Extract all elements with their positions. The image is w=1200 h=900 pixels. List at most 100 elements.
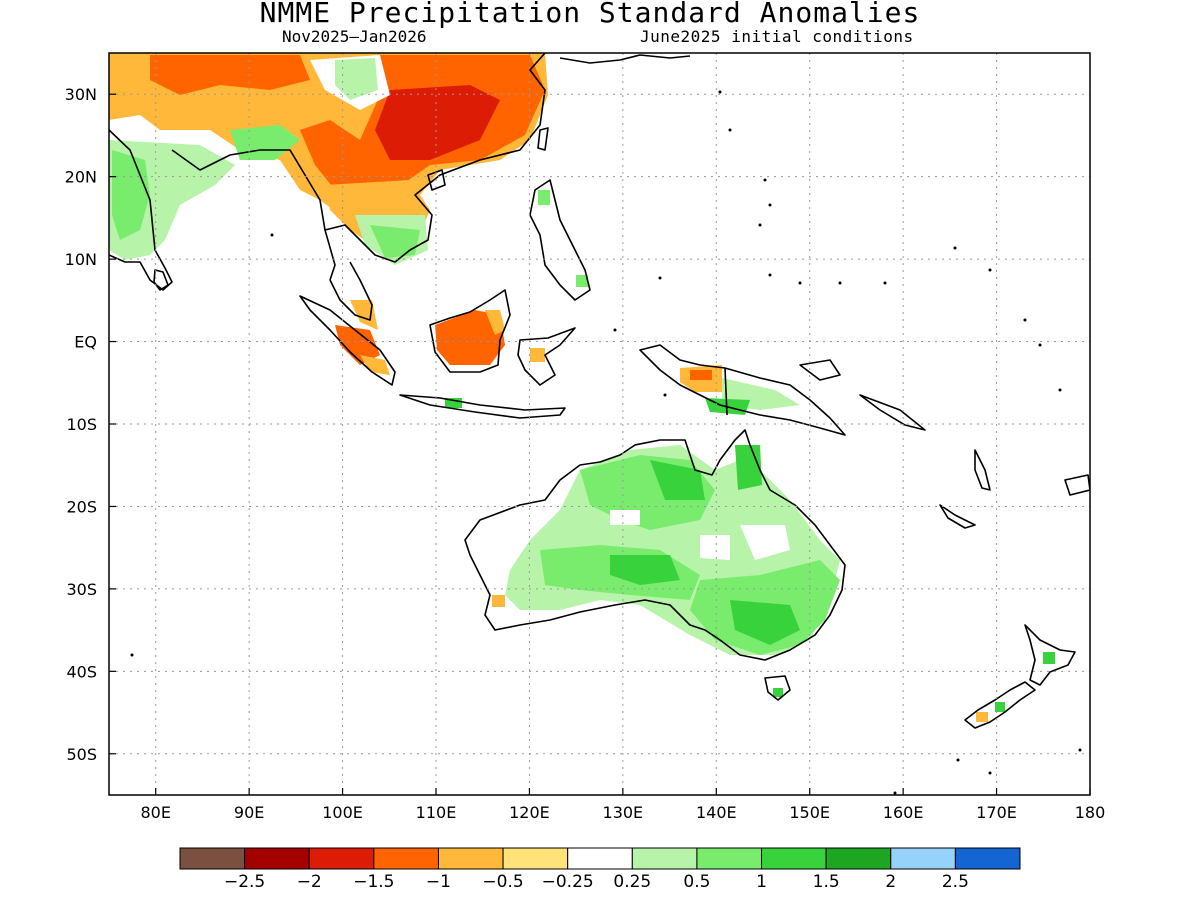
- anomaly-region-indochina-green2: [370, 225, 420, 258]
- lat-tick-label: 10N: [65, 250, 97, 269]
- anomaly-region-australia-white3: [610, 510, 640, 525]
- anomaly-region-philippines-green: [538, 190, 550, 205]
- island-dot: [798, 281, 802, 285]
- anomaly-region-borneo-light: [485, 310, 505, 335]
- lon-tick-label: 180: [1075, 803, 1106, 822]
- anomaly-region-australia-mid-green2: [730, 600, 800, 645]
- colorbar-swatch: [502, 847, 569, 870]
- small-islands: [130, 90, 1082, 795]
- map-grid: [109, 53, 1090, 795]
- anomaly-region-queensland-green: [735, 445, 762, 490]
- coastline-png-border: [724, 367, 728, 416]
- island-dot: [893, 791, 897, 795]
- initial-conditions: June2025 initial conditions: [640, 27, 914, 46]
- island-dot: [988, 268, 992, 272]
- anomaly-region-sulawesi-light: [530, 348, 545, 362]
- lon-tick-label: 80E: [140, 803, 170, 822]
- colorbar-label: 1: [756, 872, 767, 892]
- lon-tick-label: 100E: [322, 803, 363, 822]
- colorbar-label: 2.5: [942, 872, 969, 892]
- anomaly-region-tibet-orange: [150, 55, 310, 95]
- colorbar-swatch: [761, 847, 827, 870]
- coastline-new-guinea: [639, 344, 846, 436]
- lat-tick-label: 20N: [65, 168, 97, 187]
- coastline-tasmania: [764, 675, 791, 701]
- colorbar-swatch: [567, 847, 633, 870]
- lat-tick-label: 30N: [65, 85, 97, 104]
- lon-tick-label: 150E: [789, 803, 830, 822]
- coastline-sumatra: [299, 295, 396, 386]
- colorbar-label: −1: [426, 872, 451, 892]
- anomaly-region-australia-mid-green: [610, 555, 680, 585]
- anomaly-region-sw-australia-orange: [492, 595, 505, 607]
- island-dot: [768, 273, 772, 277]
- island-dot: [270, 233, 274, 237]
- island-dot: [953, 246, 957, 250]
- coastline-india: [109, 129, 173, 291]
- coastline-indochina: [324, 53, 546, 263]
- anomaly-region-tasmania-green: [773, 688, 783, 697]
- map-title: NMME Precipitation Standard Anomalies: [259, 0, 921, 29]
- anomaly-region-nz-orange: [976, 712, 988, 722]
- anomaly-region-sumatra-orange: [335, 325, 380, 365]
- colorbar-label: −0.25: [542, 872, 594, 892]
- colorbar-label: 2: [885, 872, 896, 892]
- colorbar-label: −0.5: [482, 872, 523, 892]
- coastline-srilanka: [153, 269, 169, 291]
- colorbar-label: 1.5: [813, 872, 840, 892]
- coastline-philippines: [529, 179, 591, 301]
- anomaly-region-australia-green4: [650, 460, 705, 500]
- map-axes: 80E 90E 100E 110E 120E 130E 140E 150E 160E 170E 18…: [65, 85, 1106, 822]
- anomaly-shading: [109, 53, 1055, 722]
- anomaly-region-australia-white: [700, 535, 730, 560]
- island-dot: [763, 178, 767, 182]
- lon-tick-label: 130E: [603, 803, 644, 822]
- coastline-nz-south: [964, 681, 1036, 729]
- island-dot: [768, 203, 772, 207]
- lat-tick-label: 10S: [66, 415, 97, 434]
- colorbar-label: −2.5: [224, 872, 265, 892]
- coastline-australia: [464, 429, 846, 661]
- anomaly-region-philippines-green2: [576, 275, 588, 287]
- coastline-hainan: [427, 169, 446, 191]
- lon-tick-label: 160E: [883, 803, 924, 822]
- colorbar-label: 0.5: [683, 872, 710, 892]
- colorbar-swatch: [373, 847, 439, 870]
- colorbar-swatch: [696, 847, 763, 870]
- lat-tick-label: 50S: [66, 745, 97, 764]
- lat-tick-label: 40S: [66, 662, 97, 681]
- lon-tick-label: 120E: [509, 803, 550, 822]
- anomaly-region-china-red: [375, 85, 500, 160]
- anomaly-region-borneo-orange: [435, 310, 505, 365]
- lon-tick-label: 90E: [234, 803, 264, 822]
- island-dot: [758, 223, 762, 227]
- anomaly-region-ne-india-green: [230, 125, 300, 160]
- coastline-korea-japan: [559, 54, 691, 64]
- colorbar-legend: −2.5 −2 −1.5 −1 −0.5 −0.25 0.25 0.5 1 1.5 2 2.5: [179, 847, 1021, 892]
- island-dot: [1023, 318, 1027, 322]
- coastline-fiji: [1064, 474, 1090, 496]
- colorbar-label: −2: [297, 872, 322, 892]
- colorbar-label: 0.25: [613, 872, 651, 892]
- island-dot: [613, 328, 617, 332]
- coastline-borneo: [429, 289, 511, 373]
- lat-tick-label: 20S: [66, 497, 97, 516]
- coastline-sulawesi: [517, 327, 576, 386]
- lat-tick-label: 30S: [66, 580, 97, 599]
- coastline-solomon: [859, 394, 926, 431]
- colorbar-swatch: [308, 847, 375, 870]
- lat-tick-label: EQ: [74, 333, 97, 352]
- coastline-bismarck: [799, 359, 841, 381]
- island-dot: [728, 128, 732, 132]
- coastline-new-caledonia: [939, 504, 976, 529]
- island-dot: [1038, 343, 1042, 347]
- colorbar-swatch: [954, 847, 1021, 870]
- colorbar-swatch: [890, 847, 956, 870]
- island-dot: [988, 771, 992, 775]
- island-dot: [663, 393, 667, 397]
- colorbar-swatch: [825, 847, 892, 870]
- island-dot: [956, 758, 960, 762]
- colorbar-label: −1.5: [353, 872, 394, 892]
- anomaly-region-sumatra-light2: [360, 355, 390, 375]
